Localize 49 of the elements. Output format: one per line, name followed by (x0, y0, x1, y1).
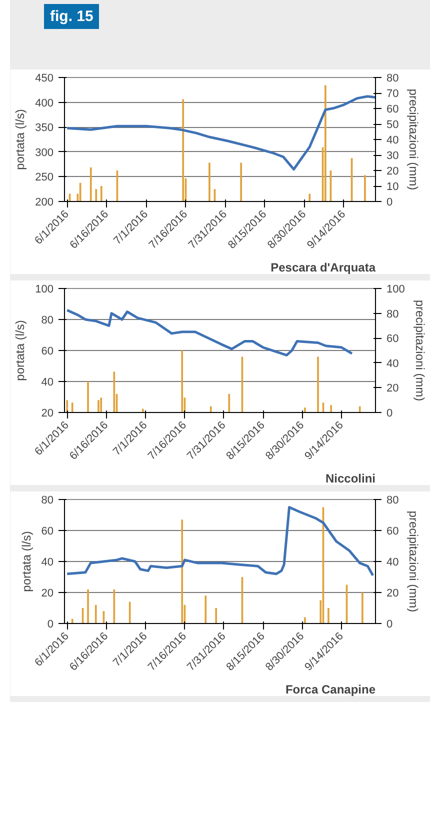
y2-tick-label: 20 (386, 166, 399, 178)
y2-tick-label: 50 (386, 119, 399, 132)
y2-tick-label: 80 (386, 494, 399, 507)
line-series (66, 506, 374, 578)
y2-tick-label: 80 (386, 308, 399, 321)
y-tick-label: 300 (35, 147, 54, 160)
y2-tick-label: 100 (386, 284, 405, 296)
y2-tick-label: 40 (386, 134, 399, 147)
chart-title: fig. 15 (50, 7, 94, 27)
y2-tick-label: 20 (386, 383, 399, 396)
y2-tick-label: 80 (386, 72, 399, 85)
y-tick-label: 60 (41, 346, 54, 358)
y2-tick-label: 60 (386, 334, 399, 346)
y2-tick-label: 20 (386, 588, 399, 600)
y-tick-label: 40 (41, 556, 54, 569)
y-tick-label: 60 (41, 526, 54, 538)
y-tick-label: 450 (35, 72, 54, 85)
y2-tick-label: 0 (386, 196, 393, 209)
text: Pescara d'Arquata (270, 260, 376, 275)
y-tick-label: 250 (35, 172, 54, 184)
y2-tick-label: 30 (386, 150, 399, 162)
text: Niccolini (325, 472, 376, 486)
y2-tick-label: 40 (386, 358, 399, 370)
line-series (66, 96, 376, 171)
y2-tick-label: 60 (386, 526, 399, 538)
y2-tick-label: 40 (386, 556, 399, 569)
y-tick-label: 80 (41, 314, 54, 327)
y2-tick-label: 0 (386, 408, 393, 420)
y-tick-label: 400 (35, 98, 54, 110)
line-series (66, 309, 354, 357)
y2-axis-title: precipitazioni (mm) (406, 89, 421, 191)
text: Forca Canapine (285, 682, 376, 697)
y-axis-title: portata (l/s) (13, 110, 28, 170)
y-tick-label: 200 (35, 196, 54, 209)
y2-tick-label: 0 (386, 618, 393, 631)
y2-axis-title: precipitazioni (mm) (412, 300, 427, 402)
y-tick-label: 100 (35, 284, 54, 296)
y-tick-label: 40 (41, 376, 54, 389)
y2-tick-label: 10 (386, 181, 399, 194)
y2-tick-label: 60 (386, 104, 399, 116)
y-tick-label: 20 (41, 408, 54, 420)
y-axis-title: portata (l/s) (19, 532, 34, 592)
y-axis-title: portata (l/s) (13, 320, 28, 382)
y-tick-label: 20 (41, 588, 54, 600)
y-tick-label: 80 (41, 494, 54, 507)
y2-axis-title: precipitazioni (mm) (406, 511, 421, 613)
y-tick-label: 350 (35, 122, 54, 135)
y-tick-label: 0 (47, 618, 54, 631)
y2-tick-label: 70 (386, 88, 399, 100)
